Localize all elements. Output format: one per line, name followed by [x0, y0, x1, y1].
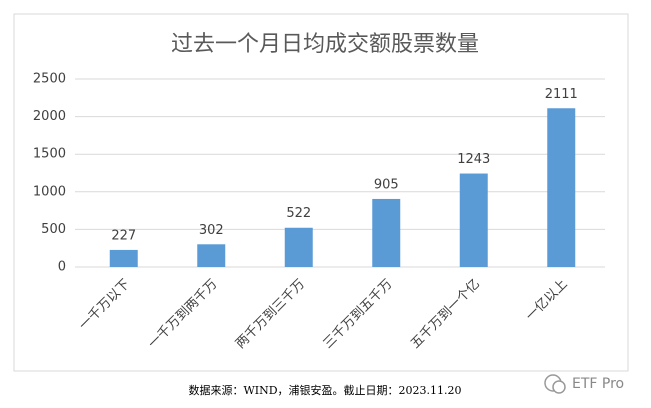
data-label: 905 — [374, 177, 399, 192]
bar — [459, 173, 488, 267]
y-tick-label: 2000 — [33, 109, 66, 124]
y-tick-label: 0 — [58, 260, 66, 275]
chart-title: 过去一个月日均成交额股票数量 — [171, 32, 479, 57]
source-note: 数据来源：WIND，浦银安盈。截止日期：2023.11.20 — [188, 383, 461, 397]
y-tick-label: 1000 — [33, 184, 66, 199]
data-label: 1243 — [457, 152, 490, 167]
data-label: 302 — [199, 223, 224, 238]
bar — [547, 108, 576, 267]
bar — [109, 249, 138, 267]
y-tick-label: 1500 — [33, 147, 66, 162]
bar — [197, 244, 226, 267]
chart-frame — [13, 13, 629, 372]
data-label: 522 — [286, 206, 311, 221]
data-label: 227 — [111, 228, 136, 243]
bar — [372, 198, 401, 267]
y-tick-label: 2500 — [33, 72, 66, 87]
data-label: 2111 — [545, 87, 578, 102]
bar — [284, 227, 313, 267]
watermark: ETF Pro — [572, 376, 624, 392]
watermark-icon — [544, 374, 566, 394]
y-tick-label: 500 — [41, 222, 66, 237]
